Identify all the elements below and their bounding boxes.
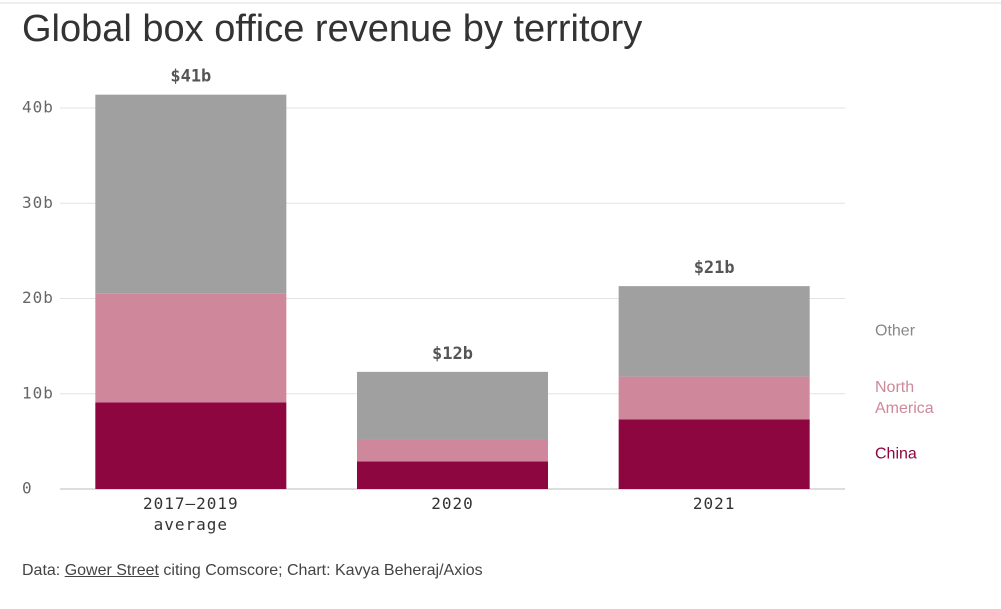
- legend-label: Other: [875, 322, 916, 340]
- x-tick-label: 2020: [431, 494, 474, 513]
- y-tick-label: 10b: [22, 383, 54, 402]
- bar-segment: [618, 419, 810, 489]
- source-prefix: Data:: [22, 562, 65, 579]
- total-label: $12b: [432, 344, 473, 364]
- y-tick-label: 0: [22, 479, 33, 498]
- bar-segment: [95, 94, 287, 294]
- bar-segment: [95, 402, 287, 489]
- bar-segment: [95, 293, 287, 403]
- y-tick-label: 20b: [22, 288, 54, 307]
- legend-label: North America: [875, 379, 934, 418]
- total-label: $41b: [170, 67, 211, 87]
- total-label: $21b: [694, 258, 735, 278]
- chart-title: Global box office revenue by territory: [22, 8, 643, 50]
- source-link[interactable]: Gower Street: [64, 562, 159, 579]
- y-tick-label: 40b: [22, 98, 54, 117]
- x-tick-label: 2021: [692, 494, 736, 513]
- bar-segment: [356, 371, 549, 440]
- bar-segment: [618, 376, 810, 420]
- x-tick-label: 2017–2019 average: [142, 494, 239, 534]
- y-tick-label: 30b: [22, 193, 54, 212]
- bar-segment: [618, 286, 810, 377]
- source-suffix: citing Comscore; Chart: Kavya Beheraj/Ax…: [158, 562, 483, 579]
- legend-label: China: [875, 445, 917, 463]
- bar-segment: [356, 461, 549, 489]
- bar-segment: [356, 439, 549, 462]
- source: Data: Gower Street citing Comscore; Char…: [22, 562, 483, 580]
